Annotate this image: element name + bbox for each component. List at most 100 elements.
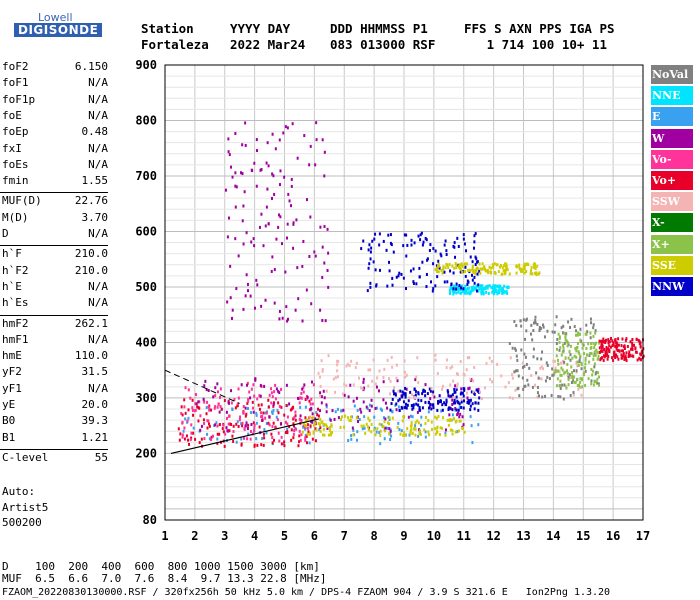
echo-point: [590, 351, 593, 355]
echo-point: [304, 423, 307, 427]
echo-point: [456, 382, 459, 386]
echo-point: [437, 414, 440, 418]
echo-point: [280, 242, 283, 246]
echo-point: [445, 262, 448, 266]
echo-point: [536, 395, 539, 399]
echo-point: [342, 408, 345, 412]
echo-point: [593, 346, 596, 350]
echo-point: [424, 430, 427, 434]
echo-point: [412, 267, 415, 271]
echo-point: [466, 262, 469, 266]
echo-point: [504, 264, 507, 268]
echo-point: [347, 438, 350, 442]
echo-point: [311, 420, 314, 424]
echo-point: [255, 184, 258, 188]
echo-point: [389, 241, 392, 245]
param-value: 110.0: [74, 349, 108, 363]
echo-point: [398, 408, 401, 412]
echo-point: [317, 414, 320, 418]
echo-point: [406, 243, 409, 247]
echo-point: [319, 384, 322, 388]
echo-point: [327, 285, 330, 289]
echo-point: [421, 260, 424, 264]
echo-point: [626, 344, 629, 348]
echo-point: [527, 263, 530, 267]
echo-point: [406, 427, 409, 431]
header-station-label: Station: [141, 21, 194, 36]
echo-point: [387, 233, 390, 237]
echo-point: [360, 247, 363, 251]
echo-point: [449, 269, 452, 273]
echo-point: [575, 329, 578, 333]
echo-point: [266, 141, 269, 145]
echo-point: [410, 421, 413, 425]
echo-point: [267, 398, 270, 402]
echo-point: [536, 357, 539, 361]
echo-point: [575, 369, 578, 373]
echo-point: [259, 411, 262, 415]
echo-point: [397, 274, 400, 278]
echo-point: [501, 272, 504, 276]
echo-point: [579, 338, 582, 342]
echo-point: [540, 357, 543, 361]
echo-point: [311, 437, 314, 441]
echo-point: [388, 432, 391, 436]
echo-point: [198, 406, 201, 410]
echo-point: [290, 177, 293, 181]
echo-point: [491, 380, 494, 384]
echo-point: [532, 321, 535, 325]
echo-point: [202, 399, 205, 403]
logo-digisonde: DIGISONDE: [14, 23, 103, 37]
param-name: M(D): [2, 210, 29, 224]
echo-point: [195, 402, 198, 406]
echo-point: [278, 439, 281, 443]
echo-point: [366, 407, 369, 411]
echo-point: [515, 354, 518, 358]
echo-point: [462, 423, 465, 427]
echo-point: [370, 246, 373, 250]
echo-point: [513, 320, 516, 324]
echo-point: [270, 401, 273, 405]
echo-point: [600, 339, 603, 343]
echo-point: [479, 267, 482, 271]
echo-point: [503, 289, 506, 293]
echo-point: [399, 389, 402, 393]
echo-point: [577, 387, 580, 391]
x-tick-label: 7: [341, 529, 348, 543]
echo-point: [300, 391, 303, 395]
echo-point: [341, 392, 344, 396]
echo-point: [463, 242, 466, 246]
echo-point: [635, 337, 638, 341]
echo-point: [238, 418, 241, 422]
echo-point: [253, 161, 256, 165]
y-tick-label: 900: [135, 58, 157, 72]
echo-point: [526, 378, 529, 382]
echo-point: [367, 384, 370, 388]
echo-point: [542, 323, 545, 327]
echo-point: [273, 192, 276, 196]
echo-point: [576, 360, 579, 364]
echo-point: [362, 380, 365, 384]
echo-point: [216, 382, 219, 386]
param-value: 1.21: [81, 430, 109, 444]
echo-point: [375, 385, 378, 389]
echo-point: [380, 408, 383, 412]
echo-point: [326, 227, 329, 231]
echo-point: [362, 400, 365, 404]
echo-point: [476, 260, 479, 264]
echo-point: [417, 398, 420, 402]
echo-point: [550, 394, 553, 398]
echo-point: [404, 386, 407, 390]
echo-point: [461, 427, 464, 431]
echo-point: [485, 269, 488, 273]
echo-point: [389, 408, 392, 412]
echo-point: [499, 284, 502, 288]
echo-point: [258, 425, 261, 429]
echo-point: [317, 371, 320, 375]
echo-point: [589, 346, 592, 350]
echo-point: [554, 369, 557, 373]
echo-point: [297, 297, 300, 301]
echo-point: [439, 433, 442, 437]
echo-point: [177, 427, 180, 431]
echo-point: [605, 345, 608, 349]
